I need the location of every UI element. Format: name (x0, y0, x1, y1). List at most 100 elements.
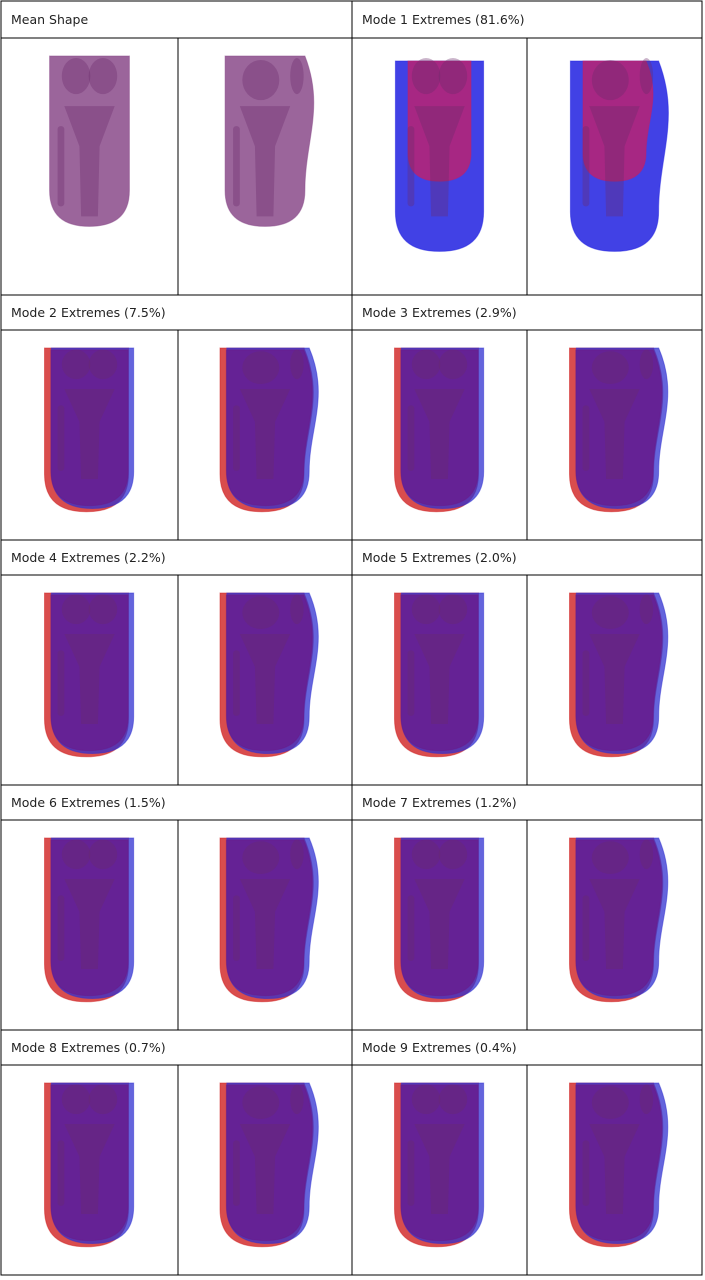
fibula (233, 650, 240, 716)
fibula (407, 895, 415, 961)
femur-condyle (242, 351, 280, 385)
limb-view (526, 819, 703, 1031)
tibia (414, 106, 465, 217)
femur-condyle (242, 596, 280, 630)
patella (290, 839, 304, 870)
patella (639, 839, 654, 870)
limb-view (526, 329, 703, 541)
limb-surface (400, 1084, 479, 1242)
femur-condyle (591, 841, 629, 875)
limb-surface (575, 349, 663, 507)
condyle (61, 58, 91, 95)
fibula (57, 650, 65, 716)
tibia (239, 106, 291, 217)
fibula (57, 405, 65, 471)
femur-condyle (242, 841, 280, 875)
femur-condyle (591, 351, 629, 385)
limb-surface (407, 60, 472, 182)
limb-view (0, 819, 179, 1031)
limb-surface (575, 839, 663, 997)
limb-view (526, 1064, 703, 1276)
condyle (438, 349, 468, 380)
limb-surface (224, 55, 315, 227)
fibula (233, 895, 240, 961)
limb-view (177, 1064, 353, 1276)
limb-view (0, 574, 179, 786)
fibula (233, 1140, 240, 1206)
condyle (61, 349, 91, 380)
tibia (589, 388, 640, 480)
caption: Mode 6 Extremes (1.5%) (11, 795, 166, 810)
condyle (438, 839, 468, 870)
limb-view (351, 329, 528, 541)
condyle (61, 594, 91, 625)
condyle (88, 594, 118, 625)
caption: Mode 2 Extremes (7.5%) (11, 305, 166, 320)
condyle (411, 349, 441, 380)
caption: Mode 9 Extremes (0.4%) (362, 1040, 517, 1055)
tibia (64, 878, 115, 970)
caption: Mode 8 Extremes (0.7%) (11, 1040, 166, 1055)
limb-view (351, 819, 528, 1031)
fibula (407, 650, 415, 716)
femur-condyle (591, 1086, 629, 1120)
condyle (88, 839, 118, 870)
fibula (57, 126, 65, 207)
fibula (582, 650, 590, 716)
caption: Mean Shape (11, 12, 88, 27)
fibula (407, 1140, 415, 1206)
fibula (407, 405, 415, 471)
limb-view (526, 574, 703, 786)
femur-condyle (242, 60, 280, 101)
condyle (61, 1084, 91, 1115)
condyle (411, 839, 441, 870)
patella (290, 594, 304, 625)
limb-surface (400, 594, 479, 752)
tibia (239, 388, 291, 480)
fibula (233, 126, 240, 207)
tibia (64, 1123, 115, 1215)
limb-view (351, 1064, 528, 1276)
limb-surface (400, 349, 479, 507)
limb-surface (225, 594, 313, 752)
patella (639, 594, 654, 625)
patella (290, 1084, 304, 1115)
tibia (64, 106, 115, 217)
tibia (64, 633, 115, 725)
femur-condyle (591, 596, 629, 630)
tibia (589, 106, 640, 217)
limb-surface (400, 839, 479, 997)
fibula (57, 1140, 65, 1206)
tibia (239, 633, 291, 725)
limb-surface (50, 839, 129, 997)
condyle (411, 594, 441, 625)
limb-view (0, 37, 179, 296)
caption: Mode 4 Extremes (2.2%) (11, 550, 166, 565)
limb-view (177, 329, 353, 541)
tibia (64, 388, 115, 480)
condyle (88, 1084, 118, 1115)
fibula (233, 405, 240, 471)
caption: Mode 1 Extremes (81.6%) (362, 12, 525, 27)
femur-condyle (242, 1086, 280, 1120)
condyle (438, 58, 468, 95)
caption: Mode 5 Extremes (2.0%) (362, 550, 517, 565)
tibia (589, 633, 640, 725)
tibia (589, 878, 640, 970)
limb-surface (49, 55, 130, 227)
condyle (61, 839, 91, 870)
tibia (239, 1123, 291, 1215)
patella (290, 58, 304, 95)
fibula (582, 1140, 590, 1206)
fibula (582, 895, 590, 961)
tibia (414, 1123, 465, 1215)
limb-view (351, 574, 528, 786)
condyle (438, 594, 468, 625)
limb-view (351, 37, 528, 296)
condyle (411, 1084, 441, 1115)
limb-surface (50, 349, 129, 507)
tibia (414, 633, 465, 725)
caption: Mode 7 Extremes (1.2%) (362, 795, 517, 810)
condyle (88, 58, 118, 95)
